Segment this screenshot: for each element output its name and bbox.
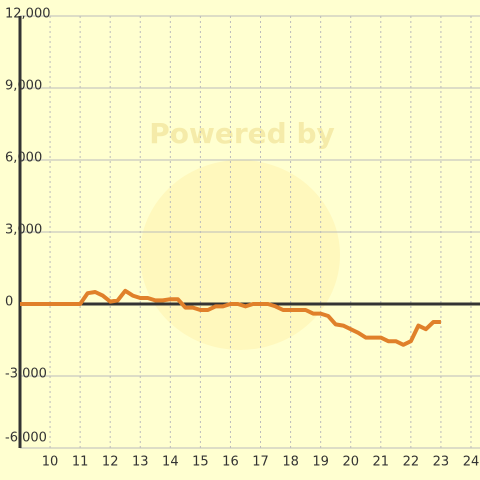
x-tick-label: 19 xyxy=(312,455,329,470)
y-tick-label: 6,000 xyxy=(5,151,42,166)
x-tick-label: 13 xyxy=(132,455,149,470)
x-tick-label: 14 xyxy=(162,455,179,470)
x-tick-label: 23 xyxy=(433,455,450,470)
y-tick-label: 0 xyxy=(5,295,13,310)
x-tick-label: 20 xyxy=(342,455,359,470)
x-tick-label: 11 xyxy=(72,455,89,470)
x-tick-label: 10 xyxy=(42,455,59,470)
x-tick-label: 24 xyxy=(463,455,480,470)
x-tick-label: 15 xyxy=(192,455,209,470)
line xyxy=(20,288,441,347)
x-tick-label: 21 xyxy=(373,455,390,470)
y-tick-label: 12,000 xyxy=(5,7,51,22)
y-tick-label: 9,000 xyxy=(5,79,42,94)
y-tick-label: -6,000 xyxy=(5,431,47,446)
watermark: Powered by xyxy=(149,117,335,150)
x-tick-label: 17 xyxy=(252,455,269,470)
x-tick-label: 16 xyxy=(222,455,239,470)
y-tick-label: 3,000 xyxy=(5,223,42,238)
y-tick-label: -3,000 xyxy=(5,367,47,382)
x-tick-label: 18 xyxy=(282,455,299,470)
x-tick-label: 22 xyxy=(403,455,420,470)
x-tick-label: 12 xyxy=(102,455,119,470)
